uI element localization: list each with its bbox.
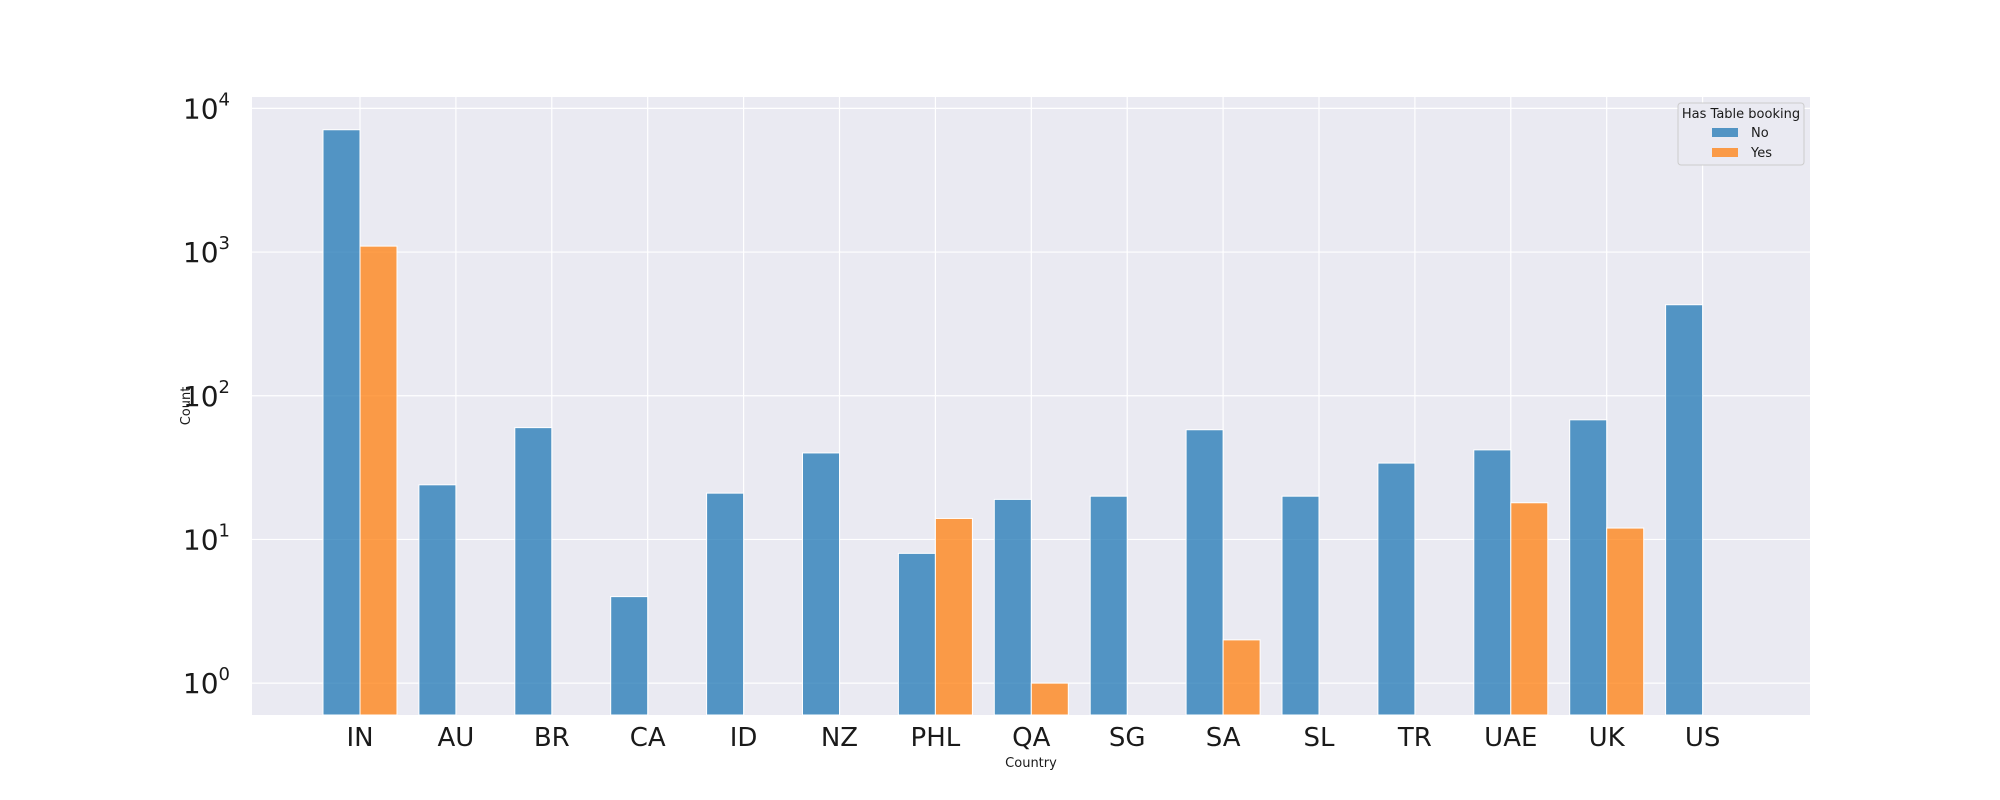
x-tick-label: NZ xyxy=(821,723,858,753)
x-tick-label: SL xyxy=(1304,723,1336,753)
bar-no-sl xyxy=(1281,495,1320,716)
x-tick-label: SG xyxy=(1109,723,1146,753)
x-tick-label: PHL xyxy=(911,723,961,753)
legend-label-no: No xyxy=(1751,126,1769,141)
x-tick-label: SA xyxy=(1206,723,1241,753)
x-tick-label: UAE xyxy=(1484,723,1537,753)
legend-label-yes: Yes xyxy=(1750,146,1772,161)
x-tick-label: BR xyxy=(534,723,570,753)
bar-no-nz xyxy=(802,452,840,716)
bar-no-tr xyxy=(1377,462,1416,716)
bar-no-qa xyxy=(993,498,1032,716)
bar-yes-sa xyxy=(1222,639,1261,716)
x-tick-label: US xyxy=(1685,723,1721,753)
x-tick-label: ID xyxy=(730,723,758,753)
bars xyxy=(322,129,1704,716)
x-tick-label: QA xyxy=(1012,723,1050,753)
x-tick-label: AU xyxy=(437,723,474,753)
bar-no-phl xyxy=(897,552,936,716)
bar-no-sa xyxy=(1185,429,1224,716)
y-tick-label: 102 xyxy=(183,377,230,413)
y-tick-labels: 100 101 102 103 104 xyxy=(183,89,230,700)
x-tick-label: CA xyxy=(630,723,666,753)
bar-no-uae xyxy=(1473,449,1512,716)
legend-swatch-no xyxy=(1712,128,1738,137)
bar-no-us xyxy=(1665,304,1704,716)
y-tick-label: 104 xyxy=(183,89,230,125)
x-tick-labels: IN AU BR CA ID NZ PHL QA SG SA SL TR UAE UK US xyxy=(346,723,1720,753)
bar-no-sg xyxy=(1089,495,1128,716)
legend-box xyxy=(1677,102,1805,166)
legend-title: Has Table booking xyxy=(1682,107,1800,122)
y-tick-label: 101 xyxy=(183,520,230,556)
bar-no-ca xyxy=(610,596,649,716)
y-axis-label: Count xyxy=(179,387,194,426)
x-tick-label: UK xyxy=(1589,723,1626,753)
bar-no-uk xyxy=(1569,419,1608,716)
bar-no-in xyxy=(322,129,361,716)
bar-no-au xyxy=(418,484,457,716)
x-axis-label: Country xyxy=(1005,756,1057,771)
y-tick-label: 103 xyxy=(183,233,230,269)
bar-no-br xyxy=(514,427,553,716)
bar-yes-qa xyxy=(1030,682,1069,716)
legend-swatch-yes xyxy=(1712,148,1738,157)
bar-yes-phl xyxy=(934,517,973,716)
bar-yes-uk xyxy=(1606,527,1645,716)
bar-no-id xyxy=(706,492,745,716)
x-tick-label: TR xyxy=(1397,723,1432,753)
bar-yes-uae xyxy=(1510,502,1549,716)
legend: Has Table booking No Yes xyxy=(1677,102,1805,166)
bar-yes-in xyxy=(359,245,398,716)
y-tick-label: 100 xyxy=(183,664,230,700)
x-tick-label: IN xyxy=(346,723,373,753)
